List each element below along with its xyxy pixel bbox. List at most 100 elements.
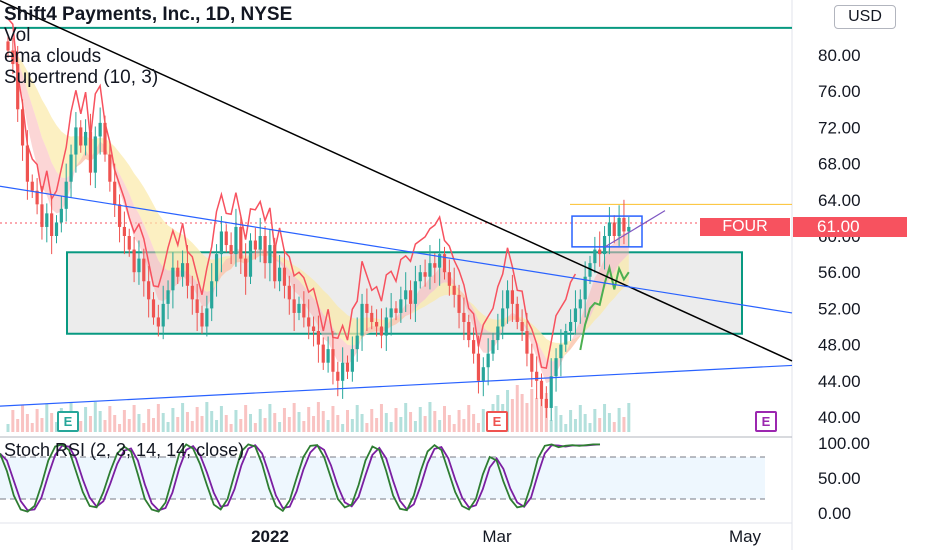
volume-bar [588,423,592,432]
earnings-marker-icon[interactable]: E [57,411,79,432]
candle-body [457,294,461,313]
volume-bar [21,405,25,432]
volume-bar [336,415,340,432]
candle-body [331,349,335,372]
candle [612,215,616,244]
volume-bar [11,410,15,432]
candle-body [117,204,122,227]
candle [321,337,325,370]
volume-bar [35,409,39,432]
candle [147,265,151,318]
volume-bar [224,415,228,432]
candle [214,244,219,297]
volume-bar [321,411,325,432]
volume-bar [578,405,582,432]
candle [530,343,534,388]
volume-bar [171,408,175,432]
candle [108,141,112,192]
volume-bar [278,422,282,432]
candle [365,288,369,332]
candle [137,240,141,285]
earnings-marker-icon[interactable]: E [486,411,508,432]
volume-bar [510,399,514,432]
volume-bar [292,403,296,432]
volume-bar [84,407,88,432]
volume-bar [418,407,422,432]
candle-body [505,290,510,309]
candle-body [370,312,374,322]
ema-cloud-slow [8,50,629,362]
candle-body [64,181,68,209]
candle-body [35,190,39,205]
volume-bar [467,405,471,432]
candle [132,236,136,283]
candle-body [161,303,165,327]
candle [588,255,592,284]
stoch-rsi-label[interactable]: Stoch RSI (2, 3, 14, 14, close) [4,440,245,460]
candle [535,356,539,399]
candle [117,194,122,243]
candle-body [229,245,233,255]
candle [156,304,160,337]
currency-button[interactable]: USD [834,5,896,29]
indicator-supertrend[interactable]: Supertrend (10, 3) [4,67,159,88]
candle-body [224,231,228,246]
candle-body [219,231,223,255]
volume-bar [399,417,403,432]
candle-body [326,349,330,363]
candle-body [84,131,88,146]
chart-title[interactable]: Shift4 Payments, Inc., 1D, NYSE [4,4,293,25]
candle-body [20,109,25,146]
candle-body [79,127,83,146]
candle [278,255,282,292]
volume-bar [137,414,141,432]
candle-body [418,272,422,282]
candle-body [525,331,529,354]
volume-bar [612,422,616,432]
volume-bar [413,421,417,432]
candle [45,203,49,243]
volume-bar [45,404,49,432]
candle-body [200,312,204,327]
indicator-ema-clouds[interactable]: ema clouds [4,46,102,67]
candle [103,115,107,162]
candle [622,199,626,245]
candle-body [122,226,126,236]
candle-body [564,331,568,345]
candle-body [559,344,563,359]
volume-bar [142,423,146,432]
y-tick-label: 80.00 [818,46,861,65]
candle [598,231,602,267]
volume-bar [384,413,388,432]
volume-bar [103,420,107,432]
volume-bar [409,412,413,432]
candle [268,229,272,282]
volume-bar [481,409,485,432]
candle-body [195,299,199,313]
candle-body [142,258,146,282]
candle [569,309,573,341]
x-tick-label: May [729,527,762,546]
candle-body [622,217,626,232]
candle [190,275,194,315]
x-tick-label: Mar [482,527,512,546]
candle [476,335,481,394]
candle [413,265,417,322]
volume-bar [423,416,427,432]
earnings-marker-icon[interactable]: E [755,411,777,432]
volume-bar [307,407,311,432]
volume-bar [132,405,136,432]
candle [326,336,330,373]
candle [79,120,83,153]
candle [544,386,548,418]
candle [35,178,39,215]
volume-bar [535,398,539,432]
candle-body [365,303,369,313]
candle-body [307,317,311,327]
candle [433,253,437,284]
candle [273,237,277,289]
indicator-vol[interactable]: Vol [4,25,31,46]
candle-body [282,267,287,286]
volume-bar [273,413,277,432]
